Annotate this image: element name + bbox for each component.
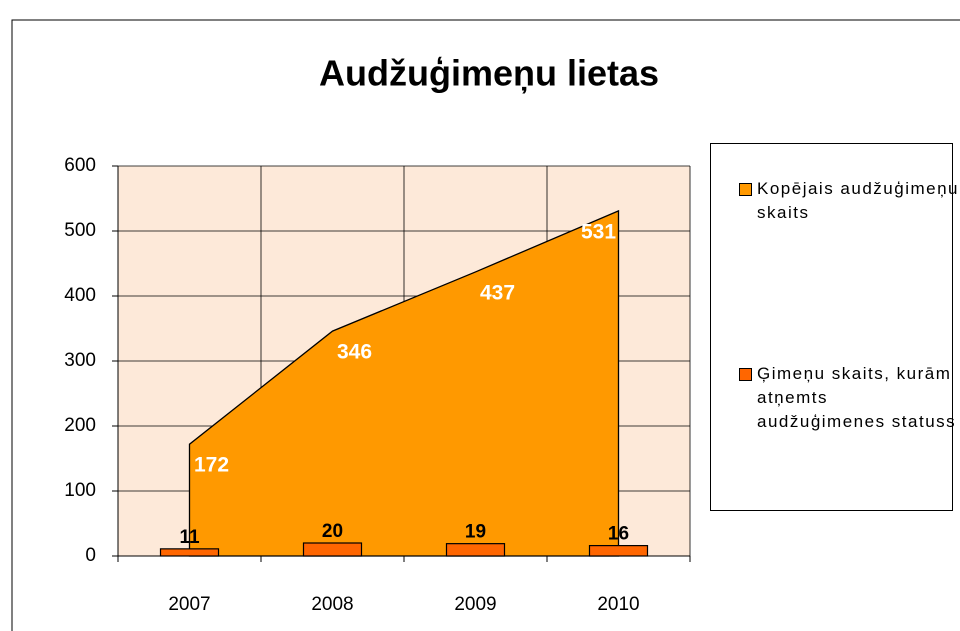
data-label: 16 (608, 524, 629, 545)
y-tick-label: 400 (64, 285, 96, 306)
data-label: 437 (480, 281, 515, 304)
data-label: 531 (581, 220, 616, 243)
y-tick-label: 100 (64, 480, 96, 501)
chart-title: Audžuģimeņu lietas (319, 53, 659, 94)
y-tick-label: 200 (64, 415, 96, 436)
legend-entry: Ģimeņu skaits, kurām atņemts audžuģimene… (739, 362, 960, 434)
legend-entry: Kopējais audžuģimeņu skaits (739, 177, 960, 225)
bar (302, 542, 363, 557)
legend-swatch (739, 368, 752, 381)
y-tick-label: 500 (64, 220, 96, 241)
y-tick-label: 0 (85, 545, 96, 566)
x-tick-label: 2007 (168, 594, 210, 615)
y-tick-label: 300 (64, 350, 96, 371)
data-label: 346 (337, 341, 372, 364)
data-label: 19 (465, 522, 486, 543)
legend-label: Ģimeņu skaits, kurām atņemts audžuģimene… (757, 364, 957, 431)
data-label: 172 (194, 454, 229, 477)
x-tick-label: 2009 (454, 594, 496, 615)
data-label: 20 (322, 521, 343, 542)
y-tick-label: 600 (64, 155, 96, 176)
data-label: 11 (179, 527, 200, 548)
legend-label: Kopējais audžuģimeņu skaits (757, 179, 960, 222)
legend: Kopējais audžuģimeņu skaits Ģimeņu skaits… (710, 143, 958, 511)
bar (588, 544, 649, 557)
x-tick-label: 2010 (597, 594, 639, 615)
bar (445, 543, 506, 557)
legend-swatch (739, 183, 752, 196)
bar (159, 548, 220, 557)
x-tick-label: 2008 (311, 594, 353, 615)
